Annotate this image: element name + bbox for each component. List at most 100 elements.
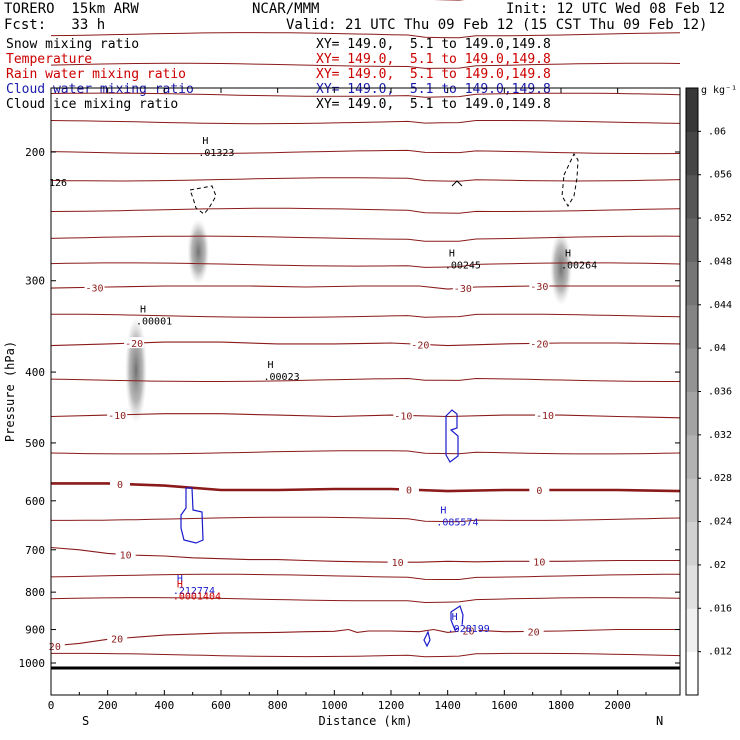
isotherm-line-4 <box>50 92 681 98</box>
isotherm-line-12 <box>50 377 680 382</box>
contour-labels: -30 -30 -30 -20 -20 -20 -10 -10 -10 0 0 0 10 10 10 20 20… <box>44 136 597 653</box>
hydrometeor-contours <box>180 152 579 648</box>
contour-label-bg <box>110 477 130 489</box>
contour-label-0: 0 <box>117 480 123 491</box>
contour-label-bg <box>107 632 128 644</box>
x-tick-label: 800 <box>268 699 288 712</box>
colorbar-bin <box>686 608 698 653</box>
contour-label-bg <box>410 338 431 350</box>
axes: 0 200 400 600 800 1000 1200 1400 1600 1800 2000200… <box>3 88 680 728</box>
valid-time: Valid: 21 UTC Thu 09 Feb 12 (15 CST Thu … <box>286 17 708 33</box>
colorbar-tick-label: .028 <box>708 473 732 484</box>
temperature-contour-10 <box>50 546 680 563</box>
isotherm-line-17 <box>51 652 681 658</box>
contour-label-bg <box>529 555 550 567</box>
y-tick-label: 600 <box>25 495 45 508</box>
left-edge-label: 126 <box>49 178 67 189</box>
x-tick-label: 400 <box>154 699 174 712</box>
contour-label-20: 20 <box>528 627 540 638</box>
contour-label-20: 20 <box>462 627 474 638</box>
colorbar-bin <box>686 521 698 566</box>
colorbar-tick-label: .032 <box>708 430 732 441</box>
contour-label-0: 0 <box>406 486 412 497</box>
contour-label--30: -30 <box>85 283 103 294</box>
colorbar-bin <box>686 131 698 176</box>
contour-label-bg <box>535 409 555 421</box>
cloud-water-contour-1 <box>180 487 204 544</box>
x-tick-label: 0 <box>48 699 55 712</box>
x-tick-label: 1000 <box>321 699 348 712</box>
y-tick-label: 1000 <box>19 657 46 670</box>
y-tick-label: 300 <box>25 275 45 288</box>
colorbar-unit: g kg⁻¹ <box>701 85 737 96</box>
contour-label-bg <box>523 625 544 637</box>
extremum-value-4: .00264 <box>561 260 597 271</box>
x-tick-label: 1800 <box>548 699 575 712</box>
colorbar-tick-label: .012 <box>708 647 732 658</box>
contour-label-0: 0 <box>536 486 542 497</box>
colorbar-bin <box>686 478 698 523</box>
extremum-h-2: H <box>268 360 274 371</box>
extremum-value-1: .00001 <box>136 316 172 327</box>
x-tick-label: 1200 <box>378 699 405 712</box>
cloud-ice-contour-1 <box>189 185 217 215</box>
extremum-value-5: .085574 <box>436 517 478 528</box>
x-tick-label: 2000 <box>604 699 631 712</box>
y-tick-label: 200 <box>25 146 45 159</box>
field-name-rain: Rain water mixing ratio <box>6 67 187 82</box>
colorbar-tick-label: .044 <box>708 300 732 311</box>
colorbar-tick-label: .048 <box>708 256 732 267</box>
extremum-h-0: H <box>202 136 208 147</box>
model-name: TORERO 15km ARW <box>4 1 139 17</box>
colorbar-tick-label: .06 <box>708 126 726 137</box>
isotherm-line-6 <box>50 149 681 155</box>
contour-label-20: 20 <box>111 635 123 646</box>
temperature-contour--20 <box>50 341 681 347</box>
extremum-value-2: .00023 <box>264 372 300 383</box>
contour-label-bg <box>84 281 105 293</box>
north-label: N <box>656 714 663 728</box>
isotherm-line-8 <box>50 207 681 214</box>
temperature-contour-20 <box>50 628 680 647</box>
colorbar-bin <box>686 434 698 479</box>
contour-label--10: -10 <box>536 411 554 422</box>
contour-label-bg <box>44 639 65 651</box>
forecast-hour: Fcst: 33 h <box>4 17 106 33</box>
contour-label-10: 10 <box>392 558 404 569</box>
field-xy-rain: XY= 149.0, 5.1 to 149.0,149.8 <box>316 67 551 82</box>
contour-label-10: 10 <box>120 550 132 561</box>
colorbar-bin <box>686 218 698 262</box>
isotherm-line-14 <box>51 516 681 523</box>
colorbar-tick-label: .052 <box>708 213 732 224</box>
colorbar-tick-label: .056 <box>708 170 732 181</box>
extremum-value-3: .00245 <box>445 260 481 271</box>
extremum-value-6: .212774 <box>173 586 215 597</box>
contour-label--10: -10 <box>394 411 412 422</box>
contour-label--30: -30 <box>530 282 548 293</box>
contour-label-bg <box>529 279 550 291</box>
cloud-ice-contour-3 <box>451 180 463 187</box>
cloud-water-contour-2 <box>445 409 459 463</box>
colorbar-tick-label: .024 <box>708 517 732 528</box>
extremum-h-6: H <box>177 574 183 585</box>
colorbar-tick-label: .016 <box>708 603 732 614</box>
field-xy-temperature: XY= 149.0, 5.1 to 149.0,149.8 <box>316 52 551 67</box>
colorbar: .06 .056 .052 .048 .044 .04 .036 .032 .028 .024 .0… <box>685 85 737 696</box>
field-name-snow: Snow mixing ratio <box>6 37 140 52</box>
contour-label-bg <box>115 548 136 560</box>
isotherm-line-11 <box>51 313 681 318</box>
y-tick-label: 800 <box>25 586 45 599</box>
colorbar-bin <box>686 304 698 349</box>
contour-label-bg <box>529 337 550 349</box>
x-tick-label: 600 <box>211 699 231 712</box>
y-axis-label: Pressure (hPa) <box>3 341 17 442</box>
contour-label--20: -20 <box>411 340 429 351</box>
colorbar-tick-label: .04 <box>708 343 726 354</box>
x-tick-label: 1400 <box>434 699 461 712</box>
colorbar-bin <box>686 88 698 132</box>
snow-plume-1 <box>187 218 210 285</box>
contour-label-bg <box>107 408 128 420</box>
field-name-temperature: Temperature <box>6 52 93 67</box>
contour-label--10: -10 <box>108 411 126 422</box>
extremum-h-7: H <box>177 579 183 590</box>
